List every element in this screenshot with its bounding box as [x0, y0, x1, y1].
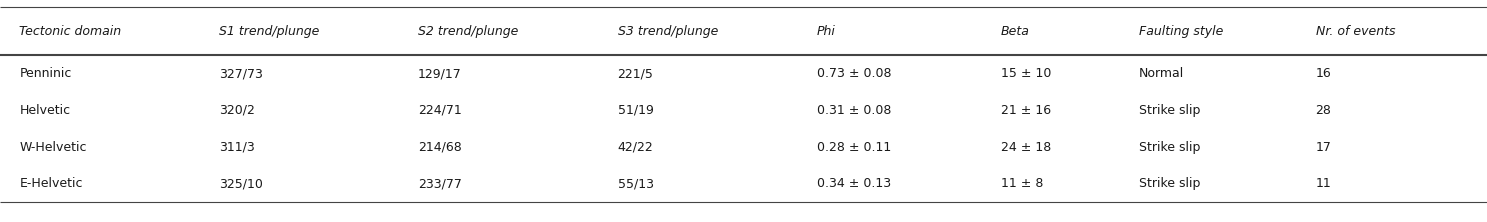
Text: 214/68: 214/68: [418, 141, 462, 154]
Text: Strike slip: Strike slip: [1139, 141, 1200, 154]
Text: 129/17: 129/17: [418, 67, 462, 80]
Text: Tectonic domain: Tectonic domain: [19, 25, 122, 38]
Text: 0.73 ± 0.08: 0.73 ± 0.08: [816, 67, 892, 80]
Text: Beta: Beta: [1001, 25, 1030, 38]
Text: 0.34 ± 0.13: 0.34 ± 0.13: [816, 177, 891, 190]
Text: 0.28 ± 0.11: 0.28 ± 0.11: [816, 141, 891, 154]
Text: S3 trend/plunge: S3 trend/plunge: [617, 25, 718, 38]
Text: 21 ± 16: 21 ± 16: [1001, 104, 1051, 117]
Text: 325/10: 325/10: [219, 177, 263, 190]
Text: Faulting style: Faulting style: [1139, 25, 1224, 38]
Text: Strike slip: Strike slip: [1139, 177, 1200, 190]
Text: Phi: Phi: [816, 25, 836, 38]
Text: 15 ± 10: 15 ± 10: [1001, 67, 1051, 80]
Text: 327/73: 327/73: [219, 67, 263, 80]
Text: 55/13: 55/13: [617, 177, 654, 190]
Text: Strike slip: Strike slip: [1139, 104, 1200, 117]
Text: 11 ± 8: 11 ± 8: [1001, 177, 1044, 190]
Text: 221/5: 221/5: [617, 67, 653, 80]
Text: 51/19: 51/19: [617, 104, 653, 117]
Text: 42/22: 42/22: [617, 141, 653, 154]
Text: Normal: Normal: [1139, 67, 1184, 80]
Text: E-Helvetic: E-Helvetic: [19, 177, 83, 190]
Text: 17: 17: [1316, 141, 1331, 154]
Text: 11: 11: [1316, 177, 1331, 190]
Text: Helvetic: Helvetic: [19, 104, 70, 117]
Text: 24 ± 18: 24 ± 18: [1001, 141, 1051, 154]
Text: Nr. of events: Nr. of events: [1316, 25, 1395, 38]
Text: 16: 16: [1316, 67, 1331, 80]
Text: 311/3: 311/3: [219, 141, 254, 154]
Text: 233/77: 233/77: [418, 177, 462, 190]
Text: W-Helvetic: W-Helvetic: [19, 141, 86, 154]
Text: 0.31 ± 0.08: 0.31 ± 0.08: [816, 104, 891, 117]
Text: 320/2: 320/2: [219, 104, 254, 117]
Text: S1 trend/plunge: S1 trend/plunge: [219, 25, 320, 38]
Text: Penninic: Penninic: [19, 67, 71, 80]
Text: 224/71: 224/71: [418, 104, 462, 117]
Text: 28: 28: [1316, 104, 1331, 117]
Text: S2 trend/plunge: S2 trend/plunge: [418, 25, 519, 38]
